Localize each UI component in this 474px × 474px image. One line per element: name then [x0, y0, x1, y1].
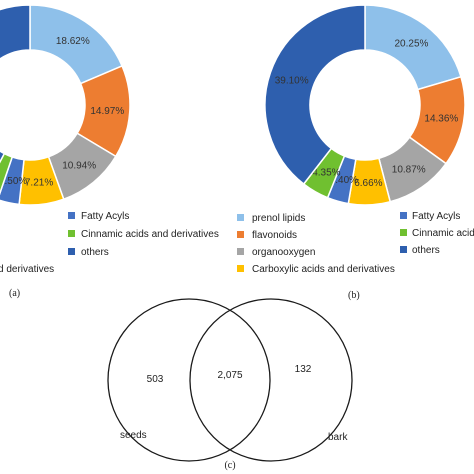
venn-diagram: 503 2,075 132 seeds bark: [107, 298, 353, 462]
legend-b-swatch-3: [237, 265, 244, 272]
donut-b-slice-label-1: 14.36%: [424, 114, 458, 125]
venn-only-seeds-count: 503: [147, 374, 164, 385]
legend-b-swatch-0: [237, 214, 244, 221]
venn-intersection-count: 2,075: [217, 370, 242, 381]
panel-label-a: (a): [9, 288, 20, 299]
legend-b-swatch-1: [237, 231, 244, 238]
legend-a-swatch-2: [68, 248, 75, 255]
donut-chart-a: 18.62% 14.97% 10.94% 7.21%3.50%: [0, 4, 131, 206]
panel-label-c: (c): [224, 460, 235, 471]
legend-a-label-1: Cinnamic acids and derivatives: [81, 229, 219, 240]
donut-a-slice-label-0: 18.62%: [56, 36, 90, 47]
venn-set-label-bark: bark: [328, 432, 348, 443]
venn-only-bark-count: 132: [295, 364, 312, 375]
legend-b-right-label-2: others: [412, 245, 440, 256]
legend-b-swatch-2: [237, 248, 244, 255]
legend-b-right-swatch-0: [400, 212, 407, 219]
legend-b-right: Fatty Acyls Cinnamic acid others: [400, 211, 474, 256]
donut-b-slice-label-3: 6.66%: [354, 178, 382, 189]
venn-set-label-seeds: seeds: [120, 430, 147, 441]
legend-a-partial-label: d derivatives: [0, 264, 54, 275]
donut-chart-b: 20.25% 14.36% 10.87% 6.66%3.40%4.35% 39.10%: [264, 4, 466, 206]
legend-b-left: prenol lipids flavonoids organooxygen Ca…: [237, 213, 395, 275]
legend-b-right-swatch-1: [400, 229, 407, 236]
legend-a-label-0: Fatty Acyls: [81, 211, 129, 222]
legend-b-right-swatch-2: [400, 246, 407, 253]
panel-label-b: (b): [348, 290, 360, 301]
donut-a-slice-label-1: 14.97%: [90, 106, 124, 117]
legend-a-label-2: others: [81, 247, 109, 258]
legend-b-label-0: prenol lipids: [252, 213, 305, 224]
donut-b-slice-label-0: 20.25%: [394, 38, 428, 49]
donut-b-slice-label-5: 4.35%: [312, 168, 340, 179]
donut-a-slice-label-3: 7.21%: [25, 177, 53, 188]
legend-b-label-2: organooxygen: [252, 247, 315, 258]
legend-a-swatch-0: [68, 212, 75, 219]
donut-a-slice-label-4: 3.50%: [0, 176, 27, 187]
donut-a-slice-label-2: 10.94%: [62, 160, 96, 171]
legend-a-swatch-1: [68, 230, 75, 237]
donut-b-slice-6: [264, 4, 366, 186]
venn-circle-bark: [189, 298, 353, 462]
donut-b-slice-label-4: 3.40%: [330, 175, 358, 186]
legend-b-right-label-1: Cinnamic acid: [412, 228, 474, 239]
legend-b-label-1: flavonoids: [252, 230, 297, 241]
legend-b-label-3: Carboxylic acids and derivatives: [252, 264, 395, 275]
donut-b-slice-label-2: 10.87%: [392, 164, 426, 175]
legend-b-right-label-0: Fatty Acyls: [412, 211, 460, 222]
venn-circle-seeds: [107, 298, 271, 462]
legend-a: Fatty Acyls Cinnamic acids and derivativ…: [0, 211, 219, 275]
donut-b-slice-label-6: 39.10%: [275, 75, 309, 86]
donut-a-slice-6: [0, 4, 31, 164]
